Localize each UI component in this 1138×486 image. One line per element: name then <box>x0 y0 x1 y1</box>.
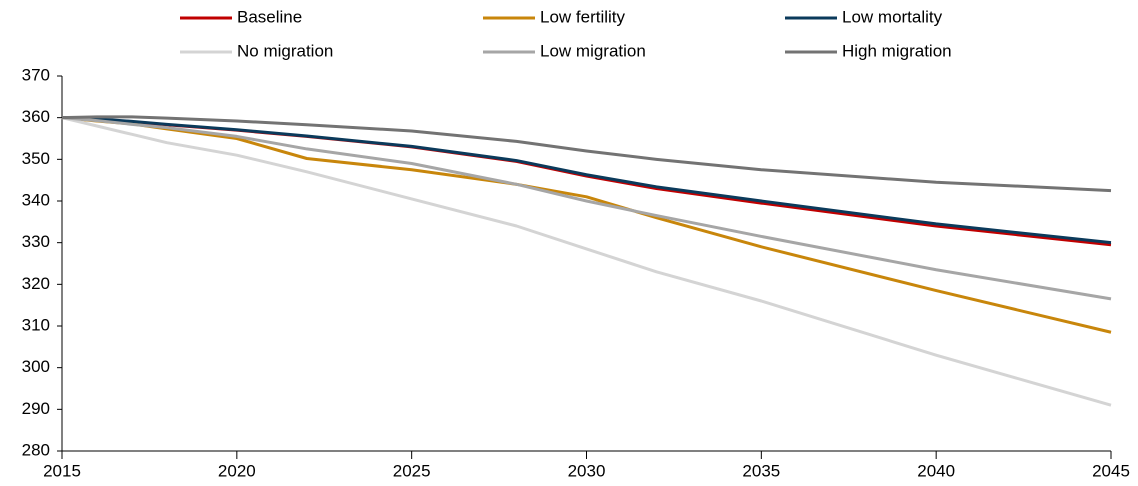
series-line <box>61 116 1112 301</box>
legend-label: High migration <box>842 41 952 60</box>
y-tick-label: 310 <box>22 315 50 334</box>
y-tick-label: 300 <box>22 357 50 376</box>
series-line <box>61 116 1112 407</box>
y-tick-label: 370 <box>22 65 50 84</box>
legend-label: Low fertility <box>540 7 626 26</box>
x-tick-label: 2035 <box>742 461 780 480</box>
y-tick-label: 330 <box>22 232 50 251</box>
y-tick-label: 280 <box>22 440 50 459</box>
x-tick-label: 2020 <box>218 461 256 480</box>
series-line <box>61 115 1112 193</box>
legend-label: Low migration <box>540 41 646 60</box>
legend-label: Baseline <box>237 7 302 26</box>
y-tick-label: 340 <box>22 190 50 209</box>
y-tick-label: 360 <box>22 107 50 126</box>
x-tick-label: 2015 <box>43 461 81 480</box>
y-tick-label: 320 <box>22 274 50 293</box>
y-tick-label: 290 <box>22 399 50 418</box>
x-tick-label: 2030 <box>568 461 606 480</box>
x-tick-label: 2040 <box>917 461 955 480</box>
legend-label: No migration <box>237 41 333 60</box>
y-tick-label: 350 <box>22 149 50 168</box>
series-line <box>61 116 1112 245</box>
x-tick-label: 2025 <box>393 461 431 480</box>
x-tick-label: 2045 <box>1092 461 1130 480</box>
legend-label: Low mortality <box>842 7 943 26</box>
